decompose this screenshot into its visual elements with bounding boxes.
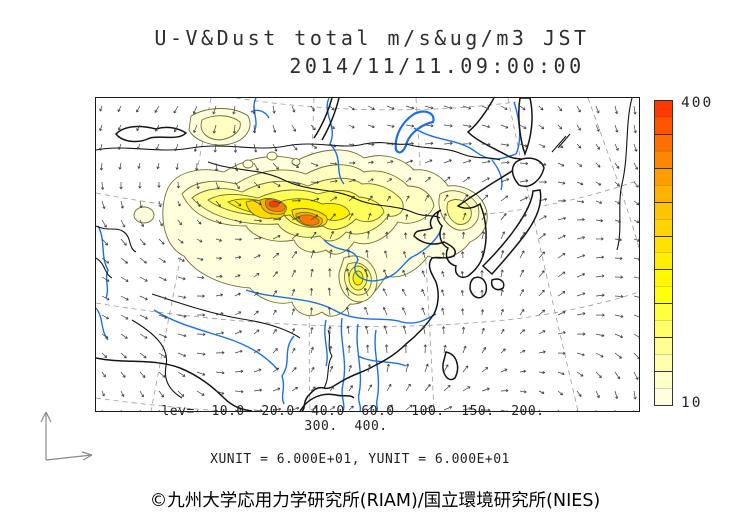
wind-vectors <box>99 105 639 411</box>
coastlines <box>96 98 633 411</box>
colorbar <box>654 100 673 406</box>
vector-units-label: XUNIT = 6.000E+01, YUNIT = 6.000E+01 <box>210 452 510 467</box>
credit-label: ©九州大学応用力学研究所(RIAM)/国立環境研究所(NIES) <box>149 491 601 511</box>
page-title: U-V&Dust total m/s&ug/m3 JST <box>154 26 590 50</box>
contour-legend-line2: 300. 400. <box>304 419 388 434</box>
axis-arrows-icon <box>40 411 93 461</box>
colorbar-min-label: 10 <box>681 395 703 411</box>
map-svg <box>96 98 639 411</box>
date-label: 2014/11/11.09:00:00 <box>289 54 585 78</box>
map-frame <box>95 97 640 412</box>
contour-legend-line1: lev= 10.0 20.0 40.0 60.0 100. 150. 200. <box>161 404 545 419</box>
dust-plume <box>133 108 488 317</box>
colorbar-max-label: 400 <box>681 95 714 111</box>
